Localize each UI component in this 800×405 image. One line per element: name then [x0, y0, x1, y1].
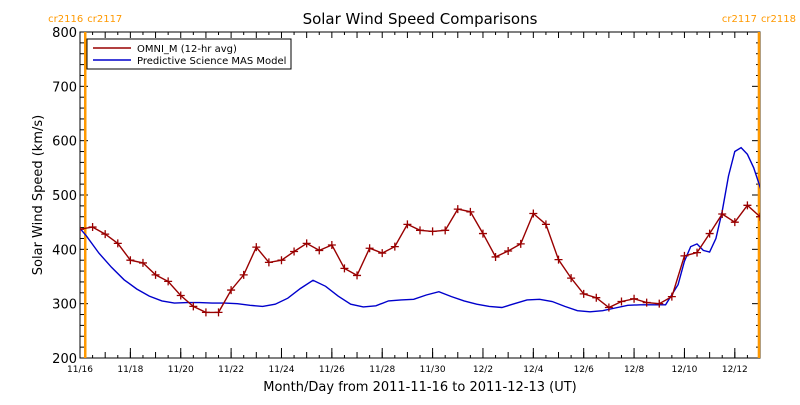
data-point-marker: [214, 308, 223, 317]
data-point-marker: [466, 207, 475, 216]
data-point-marker: [478, 229, 487, 238]
data-point-marker: [302, 239, 311, 248]
data-point-marker: [756, 212, 760, 221]
data-point-marker: [655, 299, 664, 308]
data-point-marker: [567, 274, 576, 283]
rotation-marker-left-label: cr2117: [722, 14, 757, 25]
x-tick-label: 12/12: [722, 365, 748, 375]
data-point-marker: [453, 205, 462, 214]
data-point-marker: [189, 302, 198, 311]
x-tick-label: 11/16: [67, 365, 93, 375]
y-tick-label: 700: [52, 80, 77, 95]
x-tick-label: 11/24: [269, 365, 295, 375]
legend-box: [86, 38, 292, 70]
data-point-marker: [340, 264, 349, 273]
data-point-marker: [541, 220, 550, 229]
legend-label: OMNI_M (12-hr avg): [137, 44, 237, 55]
chart-title: Solar Wind Speed Comparisons: [303, 10, 538, 28]
data-point-marker: [428, 227, 437, 236]
x-tick-label: 12/2: [473, 365, 493, 375]
data-point-marker: [101, 230, 110, 239]
rotation-marker-right-label: cr2118: [761, 14, 796, 25]
data-point-marker: [730, 218, 739, 227]
y-tick-label: 300: [52, 298, 77, 313]
data-point-marker: [378, 249, 387, 258]
data-point-marker: [705, 229, 714, 238]
data-point-marker: [88, 223, 97, 232]
data-point-marker: [315, 246, 324, 255]
data-point-marker: [592, 293, 601, 302]
series-group: [80, 201, 760, 317]
data-point-marker: [579, 289, 588, 298]
plot-layer: 200 300 400 500 600 700 800 11/16 11/18 11/20 11/2…: [48, 14, 796, 375]
data-point-marker: [327, 240, 336, 249]
x-tick-label: 12/4: [523, 365, 543, 375]
data-point-marker: [138, 258, 147, 267]
data-point-marker: [617, 297, 626, 306]
data-point-marker: [176, 291, 185, 300]
data-point-marker: [277, 256, 286, 265]
rotation-marker-right-label: cr2117: [87, 14, 122, 25]
data-point-marker: [743, 201, 752, 210]
x-tick-label: 11/18: [117, 365, 143, 375]
x-tick-label: 12/6: [574, 365, 594, 375]
data-point-marker: [151, 270, 160, 279]
data-point-marker: [554, 255, 563, 264]
data-point-marker: [290, 247, 299, 256]
x-tick-label: 11/30: [420, 365, 446, 375]
data-point-marker: [365, 244, 374, 253]
y-tick-label: 800: [52, 26, 77, 41]
y-tick-label: 500: [52, 189, 77, 204]
rotation-marker-left-label: cr2116: [48, 14, 83, 25]
data-point-marker: [491, 252, 500, 261]
data-point-marker: [113, 239, 122, 248]
x-tick-label: 11/28: [369, 365, 395, 375]
data-point-marker: [604, 303, 613, 312]
x-axis-label: Month/Day from 2011-11-16 to 2011-12-13 …: [263, 380, 576, 395]
x-tick-label: 11/22: [218, 365, 244, 375]
data-point-marker: [403, 220, 412, 229]
series-line: [80, 146, 760, 313]
x-tick-label: 11/20: [168, 365, 194, 375]
data-point-marker: [680, 251, 689, 260]
data-point-marker: [529, 209, 538, 218]
data-point-marker: [390, 242, 399, 251]
data-point-marker: [80, 225, 84, 234]
y-tick-label: 600: [52, 135, 77, 150]
data-point-marker: [201, 308, 210, 317]
data-point-marker: [353, 271, 362, 280]
data-point-marker: [227, 286, 236, 295]
data-point-marker: [416, 226, 424, 235]
data-point-marker: [264, 258, 273, 267]
data-point-marker: [252, 243, 261, 252]
x-tick-label: 12/8: [624, 365, 644, 375]
x-tick-label: 12/10: [671, 365, 697, 375]
data-point-marker: [441, 226, 450, 235]
y-tick-label: 200: [52, 352, 77, 367]
data-point-marker: [630, 294, 639, 303]
data-point-marker: [164, 277, 173, 286]
x-tick-label: 11/26: [319, 365, 345, 375]
data-point-marker: [718, 210, 727, 219]
legend: OMNI_M (12-hr avg)Predictive Science MAS…: [86, 38, 292, 70]
data-point-marker: [239, 270, 248, 279]
y-axis-label: Solar Wind Speed (km/s): [31, 115, 46, 275]
legend-label: Predictive Science MAS Model: [137, 56, 286, 67]
data-point-marker: [642, 298, 651, 307]
series-group: [80, 146, 760, 313]
data-point-marker: [504, 246, 513, 255]
y-tick-label: 400: [52, 243, 77, 258]
data-point-marker: [667, 292, 676, 301]
data-point-marker: [516, 239, 525, 248]
data-point-marker: [126, 256, 135, 265]
data-point-marker: [693, 248, 702, 257]
